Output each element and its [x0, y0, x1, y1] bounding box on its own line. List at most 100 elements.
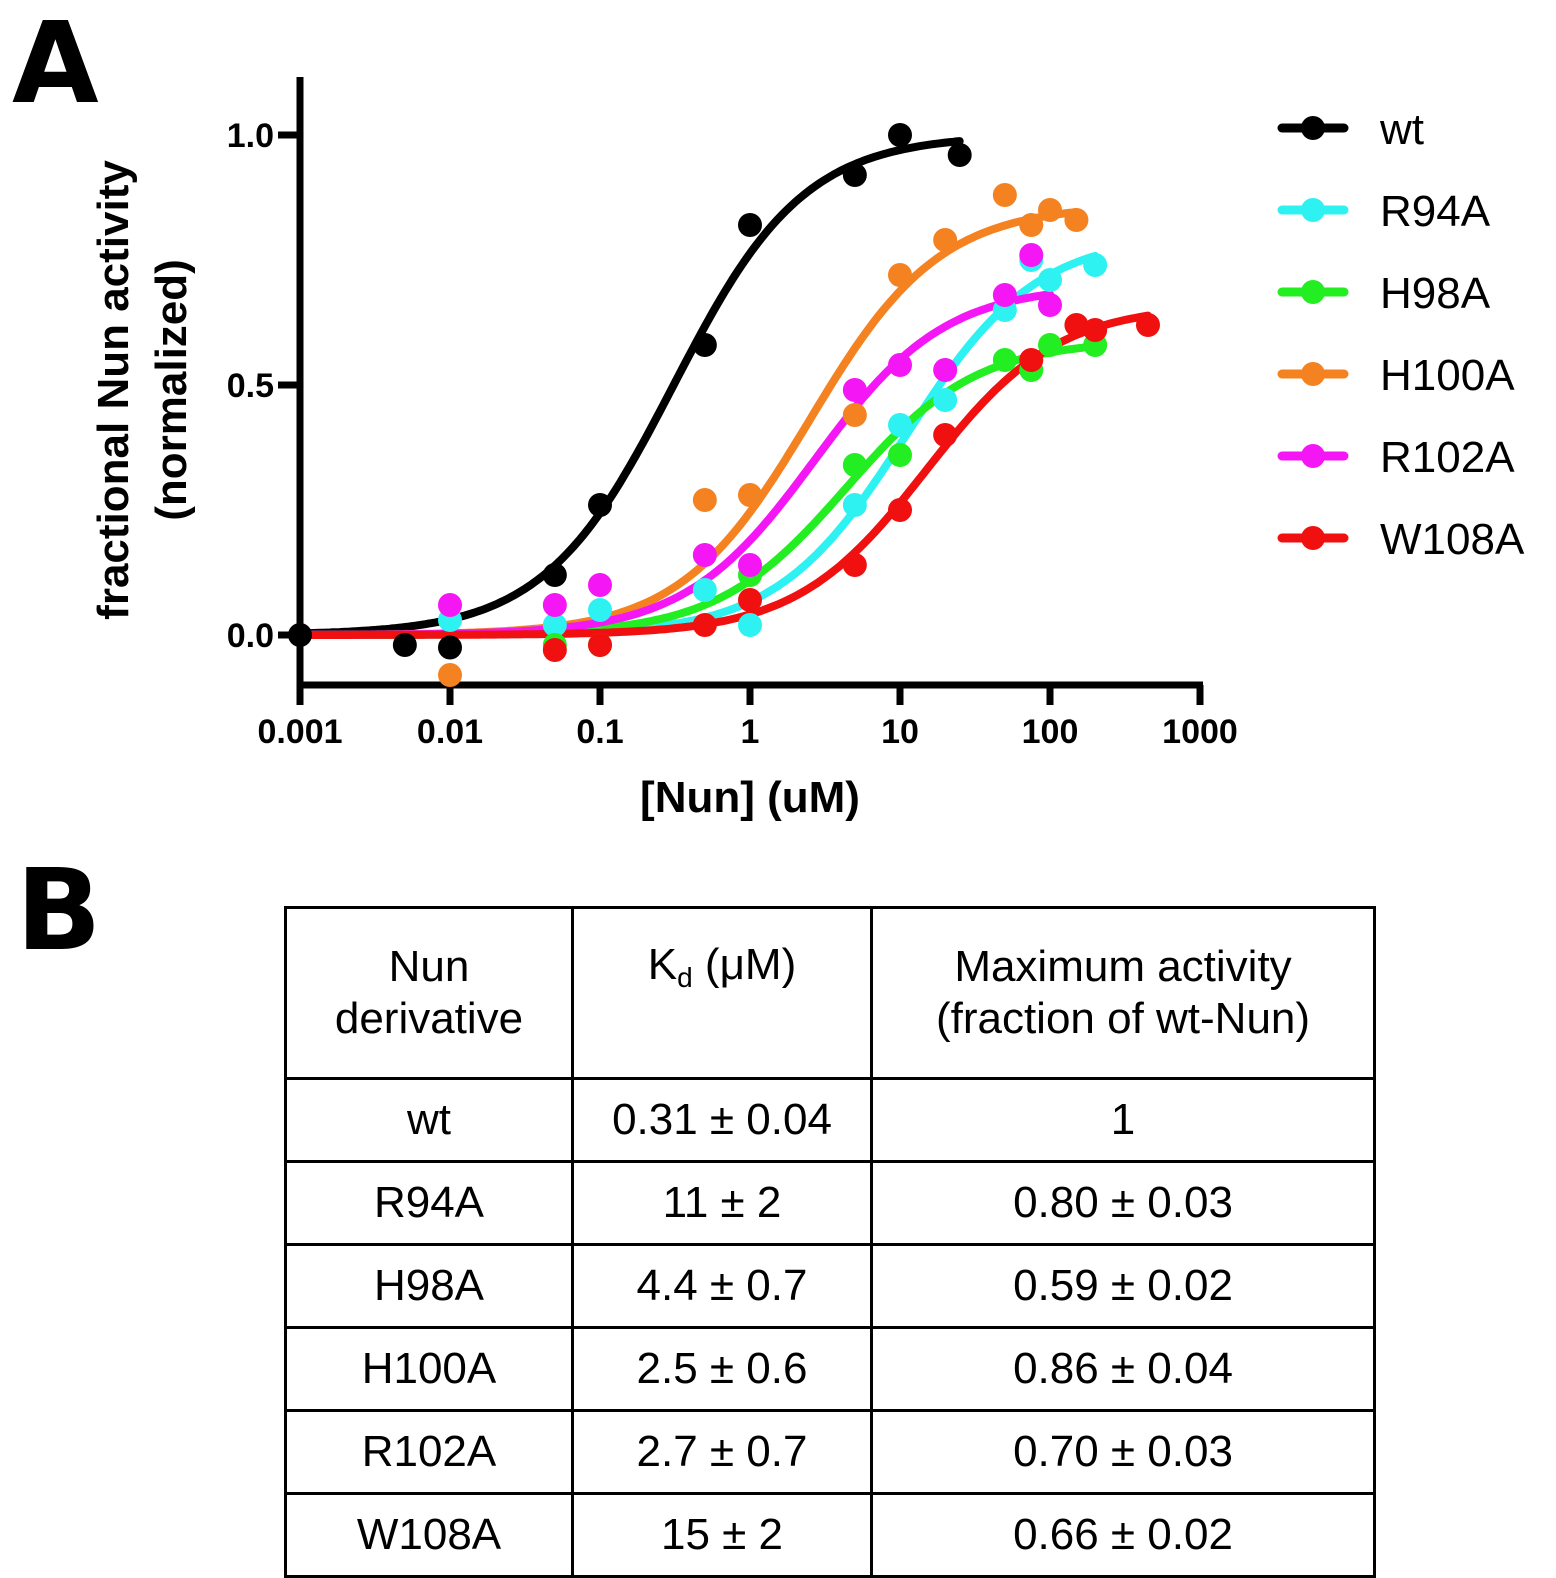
- data-point-r94a: [842, 493, 867, 517]
- legend-swatch-marker: [1301, 362, 1325, 386]
- data-point-r102a: [933, 358, 958, 382]
- data-point-wt: [738, 213, 762, 237]
- cell-max-activity: 1: [870, 1077, 1376, 1163]
- data-point-w108a: [1019, 348, 1044, 372]
- legend-swatch-marker: [1301, 280, 1325, 304]
- data-point-w108a: [588, 633, 612, 657]
- data-point-wt: [842, 163, 867, 187]
- data-point-wt: [288, 623, 312, 647]
- cell-derivative: wt: [284, 1077, 574, 1163]
- data-point-w108a: [842, 553, 867, 577]
- x-axis-title: [Nun] (uM): [640, 773, 860, 822]
- y-axis-subtitle: (normalized): [147, 259, 196, 521]
- data-point-h98a: [888, 443, 912, 467]
- cell-kd: 4.4 ± 0.7: [571, 1243, 873, 1329]
- legend: wt R94A H98A H100A R102A W108A: [1277, 105, 1525, 564]
- x-tick-label: 0.01: [417, 713, 483, 751]
- data-point-r102a: [692, 543, 717, 567]
- cell-derivative: H98A: [284, 1243, 574, 1329]
- table-row: R102A 2.7 ± 0.7 0.70 ± 0.03: [284, 1409, 1376, 1495]
- table-row: W108A 15 ± 2 0.66 ± 0.02: [284, 1492, 1376, 1578]
- cell-max-activity: 0.86 ± 0.04: [870, 1326, 1376, 1412]
- cell-kd: 2.5 ± 0.6: [571, 1326, 873, 1412]
- panel-label-b: B: [16, 846, 102, 976]
- cell-max-activity: 0.59 ± 0.02: [870, 1243, 1376, 1329]
- cell-derivative: R102A: [284, 1409, 574, 1495]
- header-kd: Kd (μM): [571, 906, 873, 1080]
- table-row: H100A 2.5 ± 0.6 0.86 ± 0.04: [284, 1326, 1376, 1412]
- data-point-wt: [888, 123, 912, 147]
- legend-item-h98a: H98A: [1277, 269, 1491, 318]
- x-tick-label: 10: [881, 713, 919, 751]
- legend-label: W108A: [1380, 515, 1525, 564]
- data-point-w108a: [1064, 313, 1089, 337]
- data-point-wt: [947, 143, 972, 167]
- legend-swatch-marker: [1301, 198, 1325, 222]
- data-point-r102a: [842, 378, 867, 402]
- y-axis-title: fractional Nun activity: [89, 160, 138, 620]
- data-point-r94a: [1038, 268, 1062, 292]
- data-point-r102a: [438, 593, 462, 617]
- legend-item-r102a: R102A: [1277, 433, 1515, 482]
- data-point-w108a: [692, 613, 717, 637]
- data-point-wt: [692, 333, 717, 357]
- data-point-r102a: [992, 283, 1017, 307]
- data-point-w108a: [933, 423, 958, 447]
- x-tick-label: 100: [1022, 713, 1079, 751]
- data-point-h100a: [738, 483, 762, 507]
- header-derivative: Nun derivative: [284, 906, 574, 1080]
- data-point-r102a: [588, 573, 612, 597]
- data-point-r94a: [692, 578, 717, 602]
- legend-item-w108a: W108A: [1277, 515, 1525, 564]
- data-point-h100a: [692, 488, 717, 512]
- data-point-r102a: [542, 593, 567, 617]
- legend-label: H98A: [1380, 269, 1491, 318]
- legend-label: H100A: [1380, 351, 1515, 400]
- legend-swatch-marker: [1301, 116, 1325, 140]
- y-tick-label: 0.0: [227, 617, 274, 655]
- legend-swatch-marker: [1301, 444, 1325, 468]
- data-point-h100a: [438, 663, 462, 687]
- results-table: Nun derivative Kd (μM) Maximum activity …: [284, 906, 1376, 1578]
- legend-item-h100a: H100A: [1277, 351, 1515, 400]
- x-tick-label: 0.1: [576, 713, 623, 751]
- cell-derivative: R94A: [284, 1160, 574, 1246]
- legend-item-wt: wt: [1277, 105, 1424, 154]
- data-point-h98a: [842, 453, 867, 477]
- data-point-h100a: [842, 403, 867, 427]
- data-point-r102a: [1038, 293, 1062, 317]
- data-points: [288, 123, 1160, 687]
- data-point-h98a: [992, 348, 1017, 372]
- fit-curve-w108a: [296, 311, 1152, 639]
- table-header-row: Nun derivative Kd (μM) Maximum activity …: [284, 906, 1376, 1080]
- data-point-r102a: [888, 353, 912, 377]
- data-point-wt: [392, 633, 417, 657]
- data-point-h100a: [933, 228, 958, 252]
- data-point-w108a: [738, 588, 762, 612]
- cell-kd: 11 ± 2: [571, 1160, 873, 1246]
- legend-item-r94a: R94A: [1277, 187, 1491, 236]
- table-row: R94A 11 ± 2 0.80 ± 0.03: [284, 1160, 1376, 1246]
- legend-label: R102A: [1380, 433, 1515, 482]
- data-point-h100a: [1064, 208, 1089, 232]
- cell-max-activity: 0.70 ± 0.03: [870, 1409, 1376, 1495]
- data-point-wt: [438, 635, 462, 660]
- data-point-r94a: [738, 613, 762, 637]
- data-point-r94a: [542, 613, 567, 637]
- data-point-w108a: [1083, 318, 1108, 342]
- data-point-h100a: [888, 263, 912, 287]
- header-max-activity: Maximum activity (fraction of wt-Nun): [870, 906, 1376, 1080]
- table-row: H98A 4.4 ± 0.7 0.59 ± 0.02: [284, 1243, 1376, 1329]
- fit-curves: [296, 137, 1152, 639]
- cell-kd: 0.31 ± 0.04: [571, 1077, 873, 1163]
- data-point-wt: [588, 493, 612, 517]
- data-point-r94a: [1083, 253, 1108, 277]
- panel-label-a: A: [12, 0, 99, 129]
- data-point-r94a: [588, 598, 612, 622]
- x-tick-label: 1000: [1162, 713, 1238, 751]
- data-point-r94a: [888, 413, 912, 437]
- data-point-w108a: [888, 498, 912, 522]
- x-tick-label: 1: [741, 713, 760, 751]
- y-tick-label: 0.5: [227, 367, 274, 405]
- data-point-wt: [542, 563, 567, 587]
